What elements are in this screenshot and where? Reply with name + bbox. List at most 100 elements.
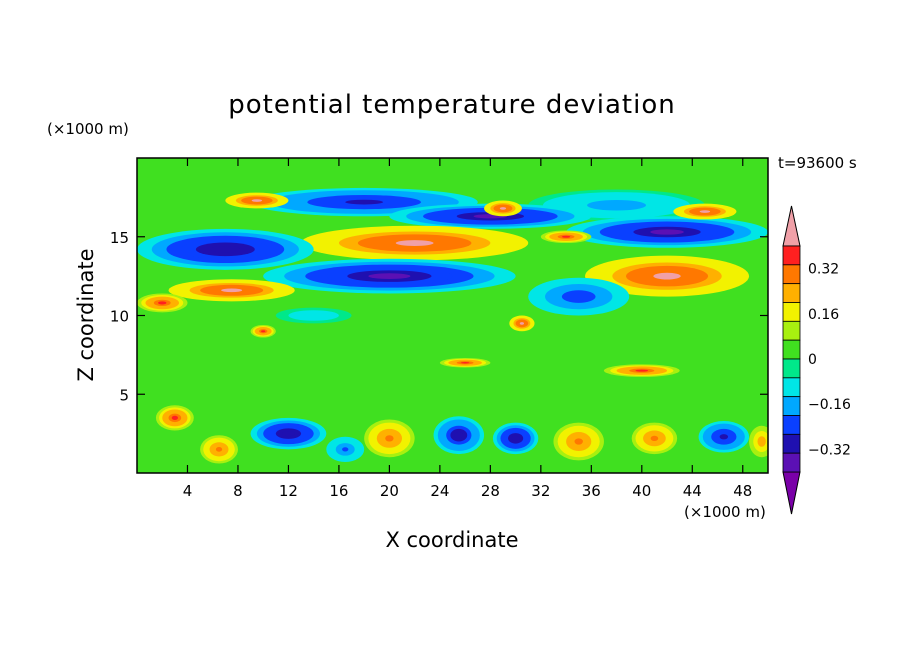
contour-feature <box>566 216 768 248</box>
contour-feature <box>137 228 314 270</box>
contour-band <box>251 199 263 202</box>
contour-band <box>561 235 571 238</box>
contour-feature <box>509 315 535 332</box>
contour-band <box>385 435 394 442</box>
x-tick-label: 44 <box>683 482 702 500</box>
contour-feature <box>698 421 750 453</box>
contour-feature <box>168 279 295 302</box>
x-tick-label: 20 <box>380 482 399 500</box>
contour-band <box>454 432 464 439</box>
contour-band <box>635 369 649 372</box>
contour-feature <box>155 405 194 431</box>
x-tick-label: 8 <box>233 482 243 500</box>
contour-band <box>215 447 223 452</box>
colorbar-band <box>782 302 801 322</box>
y-axis-label: Z coordinate <box>74 248 98 381</box>
contour-band <box>282 431 295 437</box>
contour-band <box>759 438 764 445</box>
x-tick-label: 36 <box>582 482 601 500</box>
contour-band <box>345 199 384 205</box>
colorbar-tick-label: 0.16 <box>808 307 839 323</box>
contour-field <box>137 187 768 464</box>
contour-band <box>511 435 520 441</box>
contour-band <box>158 301 167 305</box>
contour-feature <box>492 422 539 455</box>
contour-feature <box>137 293 188 313</box>
contour-band <box>601 202 632 208</box>
colorbar-tick-label: 0.32 <box>808 262 839 278</box>
contour-band <box>650 229 684 235</box>
contour-band <box>574 438 583 445</box>
contour-feature <box>603 364 680 377</box>
x-tick-label: 48 <box>733 482 752 500</box>
x-tick-label: 16 <box>329 482 348 500</box>
colorbar-bottom-arrow <box>782 471 801 515</box>
chart-title: potential temperature deviation <box>228 90 675 120</box>
contour-band <box>261 330 266 333</box>
plot-area <box>136 157 769 474</box>
contour-band <box>570 293 588 300</box>
x-tick-label: 12 <box>279 482 298 500</box>
y-unit-label: (×1000 m) <box>47 120 129 138</box>
contour-band <box>307 314 320 317</box>
contour-band <box>519 322 525 325</box>
contour-band <box>342 447 349 452</box>
colorbar-band <box>782 283 801 303</box>
colorbar: 0.32 0.16 0 −0.16 −0.32 <box>782 205 851 515</box>
colorbar-band <box>782 415 801 435</box>
x-tick-label: 40 <box>632 482 651 500</box>
contour-feature <box>250 417 327 450</box>
contour-feature <box>364 419 415 458</box>
contour-feature <box>673 203 737 220</box>
contour-feature <box>749 425 768 458</box>
contour-feature <box>301 225 529 261</box>
colorbar-band <box>782 339 801 360</box>
colorbar-tick-label: −0.16 <box>808 397 851 413</box>
y-axis: 5 10 15 <box>110 229 768 404</box>
contour-feature <box>528 189 705 221</box>
x-tick-label: 4 <box>183 482 193 500</box>
contour-feature <box>585 255 750 297</box>
contour-feature <box>553 422 604 461</box>
contour-band <box>395 240 434 246</box>
contour-feature <box>326 436 365 462</box>
y-tick-label: 5 <box>119 386 129 404</box>
contour-feature <box>439 358 491 368</box>
colorbar-tick-label: 0 <box>808 352 817 368</box>
colorbar-band <box>782 320 801 341</box>
x-tick-label: 24 <box>430 482 449 500</box>
y-tick-label: 15 <box>110 229 129 247</box>
contour-feature <box>225 192 289 209</box>
contour-band <box>650 435 659 441</box>
contour-feature <box>263 258 516 294</box>
contour-band <box>699 210 711 213</box>
colorbar-band <box>782 377 801 398</box>
contour-band <box>460 361 470 364</box>
x-axis-label: X coordinate <box>385 528 518 552</box>
contour-band <box>499 207 507 210</box>
colorbar-band <box>782 452 801 473</box>
colorbar-top-arrow <box>782 205 801 247</box>
x-tick-label: 32 <box>531 482 550 500</box>
colorbar-band <box>782 396 801 416</box>
colorbar-band <box>782 264 801 285</box>
contour-band <box>368 273 411 280</box>
contour-feature <box>528 277 630 316</box>
contour-feature <box>631 422 678 455</box>
contour-band <box>221 288 243 293</box>
colorbar-tick-label: −0.32 <box>808 442 851 458</box>
contour-band <box>653 272 681 280</box>
contour-feature <box>484 200 522 217</box>
y-tick-label: 10 <box>110 308 129 326</box>
contour-feature <box>275 307 352 324</box>
x-unit-label: (×1000 m) <box>684 503 766 521</box>
contour-band <box>719 434 729 440</box>
colorbar-band <box>782 433 801 454</box>
contour-feature <box>250 324 276 338</box>
time-label: t=93600 s <box>778 154 857 172</box>
x-axis: 4 8 12 16 20 24 28 32 36 40 44 48 <box>183 158 752 500</box>
contour-feature <box>433 416 485 455</box>
contour-band <box>171 415 179 420</box>
contour-feature <box>200 435 238 464</box>
